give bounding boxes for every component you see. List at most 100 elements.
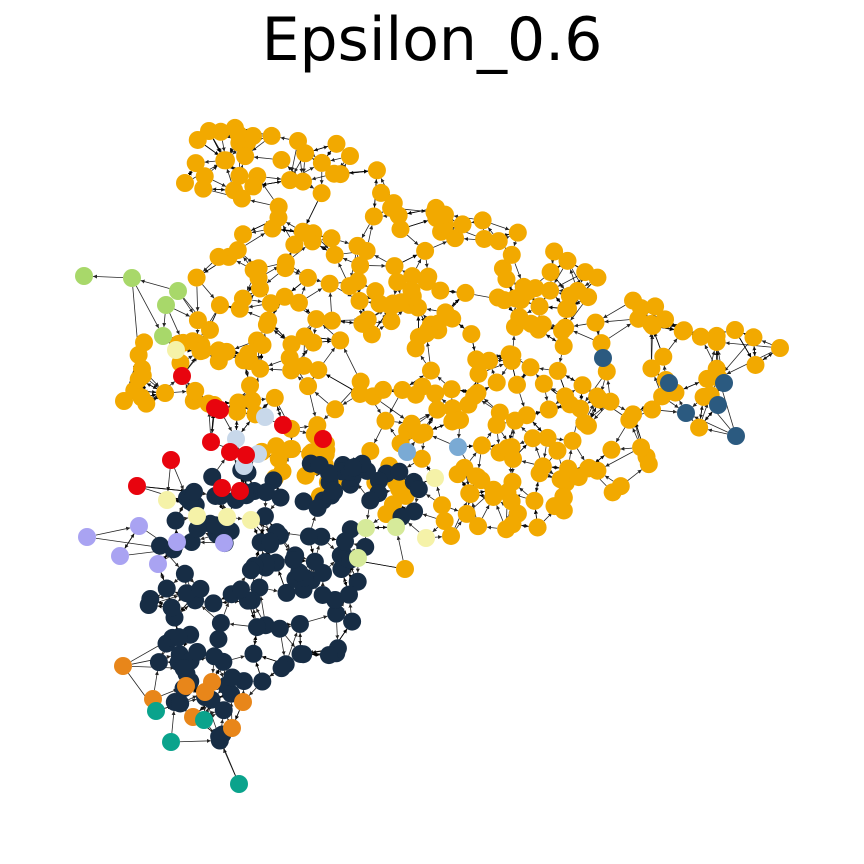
graph-node bbox=[188, 311, 207, 330]
graph-edge bbox=[511, 429, 516, 439]
graph-edge bbox=[587, 404, 594, 415]
graph-edge bbox=[406, 462, 415, 468]
graph-node bbox=[319, 646, 338, 665]
graph-edge bbox=[188, 355, 193, 360]
graph-node bbox=[341, 147, 359, 165]
graph-edge bbox=[259, 353, 264, 360]
graph-edge bbox=[187, 382, 193, 388]
graph-node bbox=[248, 618, 267, 637]
graph-node bbox=[249, 269, 268, 288]
graph-edge bbox=[322, 339, 332, 344]
graph-node bbox=[184, 482, 203, 501]
graph-node bbox=[313, 585, 332, 604]
graph-edge bbox=[235, 710, 240, 720]
graph-node bbox=[223, 668, 242, 687]
graph-edge bbox=[252, 609, 257, 619]
graph-node bbox=[326, 400, 345, 419]
graph-edge bbox=[555, 265, 561, 270]
graph-node bbox=[402, 414, 421, 433]
graph-edge bbox=[432, 435, 450, 444]
graph-edge bbox=[543, 446, 547, 458]
graph-node bbox=[129, 370, 148, 389]
graph-edge bbox=[173, 308, 190, 317]
graph-edge bbox=[618, 405, 626, 411]
graph-edge bbox=[518, 444, 527, 453]
graph-node bbox=[209, 630, 228, 649]
graph-edge bbox=[269, 367, 283, 372]
graph-edge bbox=[436, 486, 441, 497]
graph-node bbox=[473, 211, 492, 230]
graph-edge bbox=[349, 169, 369, 174]
graph-edge bbox=[223, 748, 236, 776]
graph-node bbox=[331, 165, 350, 184]
graph-edge bbox=[410, 441, 416, 447]
graph-edge bbox=[248, 687, 257, 696]
graph-edge bbox=[183, 641, 188, 647]
graph-node bbox=[295, 327, 314, 346]
graph-edge bbox=[299, 430, 307, 434]
graph-edge bbox=[268, 360, 282, 367]
graph-node bbox=[343, 612, 362, 631]
graph-edge bbox=[309, 184, 315, 189]
graph-edge bbox=[273, 330, 285, 340]
graph-node bbox=[348, 572, 367, 591]
graph-node bbox=[502, 245, 521, 264]
graph-edge bbox=[255, 608, 262, 618]
graph-edge bbox=[327, 542, 335, 550]
graph-edge bbox=[342, 163, 347, 169]
graph-edge bbox=[458, 323, 465, 329]
graph-node bbox=[236, 147, 255, 166]
graph-node bbox=[211, 401, 229, 419]
graph-edge bbox=[335, 622, 340, 640]
graph-node bbox=[508, 223, 527, 242]
graph-node bbox=[548, 361, 567, 380]
graph-edge bbox=[558, 354, 563, 363]
graph-node bbox=[435, 512, 454, 531]
graph-edge bbox=[286, 221, 296, 228]
graph-node bbox=[230, 166, 249, 185]
graph-node bbox=[293, 222, 312, 241]
graph-edge bbox=[162, 555, 168, 560]
graph-node bbox=[261, 532, 280, 551]
graph-node bbox=[426, 469, 444, 487]
graph-edge bbox=[396, 535, 404, 561]
graph-node bbox=[234, 225, 253, 244]
graph-node bbox=[154, 327, 172, 345]
graph-node bbox=[387, 518, 405, 536]
graph-edge bbox=[325, 374, 353, 390]
graph-node bbox=[271, 488, 290, 507]
graph-edge bbox=[699, 405, 704, 419]
graph-edge bbox=[329, 536, 337, 541]
graph-node bbox=[285, 235, 304, 254]
graph-edge bbox=[228, 403, 233, 407]
graph-node bbox=[517, 281, 536, 300]
graph-edge bbox=[247, 478, 252, 483]
graph-edge bbox=[441, 398, 447, 404]
graph-edge bbox=[297, 376, 303, 381]
graph-edge bbox=[545, 334, 557, 342]
graph-node bbox=[446, 229, 465, 248]
graph-edge bbox=[286, 624, 292, 629]
graph-edge bbox=[162, 313, 167, 328]
graph-node bbox=[579, 288, 598, 307]
graph-node bbox=[396, 560, 414, 578]
graph-edge bbox=[487, 227, 494, 235]
graph-edge bbox=[327, 150, 332, 157]
graph-node bbox=[472, 436, 491, 455]
graph-node bbox=[255, 507, 274, 526]
graph-edge bbox=[278, 570, 284, 585]
graph-edge bbox=[481, 400, 493, 409]
graph-edge bbox=[312, 327, 317, 334]
graph-node bbox=[324, 481, 343, 500]
graph-edge bbox=[217, 689, 223, 694]
graph-edge bbox=[160, 572, 165, 581]
graph-edge bbox=[662, 365, 667, 372]
graph-edge bbox=[501, 432, 507, 440]
graph-node bbox=[421, 361, 440, 380]
graph-edge bbox=[380, 401, 405, 419]
graph-edge bbox=[565, 375, 575, 382]
graph-node bbox=[158, 491, 176, 509]
graph-edge bbox=[508, 285, 512, 291]
graph-edge bbox=[258, 523, 269, 529]
graph-edge bbox=[158, 601, 164, 606]
